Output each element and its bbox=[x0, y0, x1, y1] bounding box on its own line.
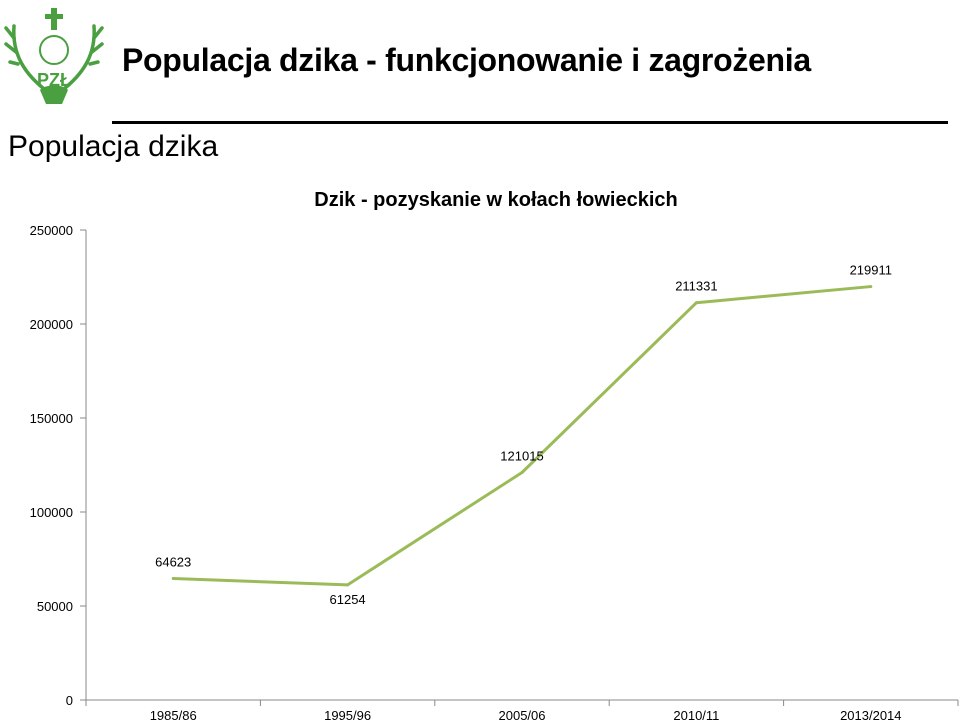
y-tick-label-1: 50000 bbox=[37, 599, 73, 614]
data-point-3 bbox=[694, 301, 698, 305]
chart-title: Dzik - pozyskanie w kołach łowieckich bbox=[314, 189, 677, 211]
data-label-4: 219911 bbox=[850, 263, 892, 278]
pzl-logo: PZŁ bbox=[4, 4, 104, 110]
x-tick-label-0: 1985/86 bbox=[150, 708, 197, 723]
y-tick-label-4: 200000 bbox=[30, 317, 73, 332]
title-divider bbox=[112, 121, 948, 124]
y-tick-label-2: 100000 bbox=[30, 505, 73, 520]
data-point-1 bbox=[346, 583, 350, 587]
data-label-3: 211331 bbox=[675, 279, 717, 294]
x-tick-label-2: 2005/06 bbox=[499, 708, 546, 723]
logo-text: PZŁ bbox=[37, 70, 71, 90]
data-point-0 bbox=[171, 577, 175, 581]
chart-marks: 64623 61254 121015 211331 219911 bbox=[155, 263, 892, 607]
y-tick-label-3: 150000 bbox=[30, 411, 73, 426]
slide-title: Populacja dzika - funkcjonowanie i zagro… bbox=[122, 42, 811, 78]
y-tick-label-0: 0 bbox=[66, 693, 73, 708]
chart-axes: 0 50000 100000 150000 200000 250000 1985/86 199… bbox=[30, 223, 959, 723]
data-label-1: 61254 bbox=[330, 592, 366, 607]
data-label-2: 121015 bbox=[500, 448, 543, 463]
series-line-0 bbox=[173, 285, 871, 587]
data-point-4 bbox=[869, 285, 873, 289]
data-point-2 bbox=[520, 470, 524, 474]
x-tick-label-4: 2013/2014 bbox=[840, 708, 901, 723]
data-label-0: 64623 bbox=[155, 555, 191, 570]
x-tick-label-1: 1995/96 bbox=[324, 708, 371, 723]
y-tick-label-5: 250000 bbox=[30, 223, 73, 238]
section-title: Populacja dzika bbox=[8, 130, 219, 163]
x-tick-label-3: 2010/11 bbox=[673, 708, 719, 723]
